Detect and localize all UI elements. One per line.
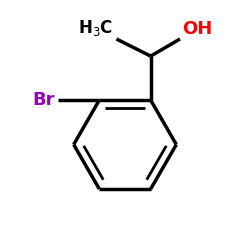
Text: OH: OH xyxy=(182,20,213,38)
Text: H$_3$C: H$_3$C xyxy=(78,18,113,38)
Text: Br: Br xyxy=(33,91,55,109)
